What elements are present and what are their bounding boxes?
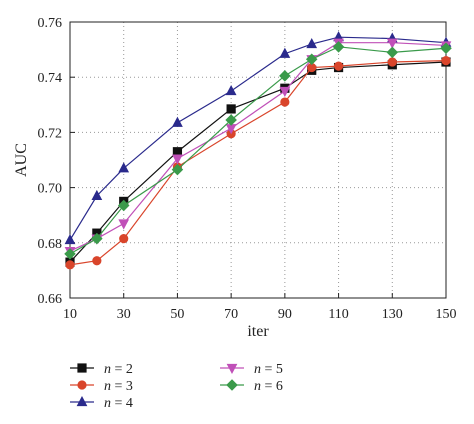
series-line <box>69 36 447 241</box>
legend-marker <box>77 380 87 390</box>
data-point <box>280 97 290 107</box>
data-point <box>172 154 183 165</box>
data-point <box>440 42 452 54</box>
data-point <box>171 163 184 176</box>
x-tick-label: 10 <box>63 307 77 322</box>
grid <box>70 22 446 298</box>
series-line <box>69 60 447 266</box>
series-lines <box>64 31 452 270</box>
series-line <box>69 42 447 252</box>
data-point <box>332 41 345 53</box>
plot-frame <box>69 21 447 299</box>
legend: n = 2 n = 3 n = 4 n = 5 n = 6 <box>70 362 283 411</box>
data-point <box>279 86 291 98</box>
data-point <box>117 199 130 212</box>
legend-label: n = 2 <box>104 362 133 377</box>
y-tick-label: 0.70 <box>38 182 63 197</box>
series-4 <box>64 38 452 258</box>
data-point <box>306 38 318 49</box>
y-axis-title: AUC <box>13 143 30 177</box>
data-point <box>225 114 237 126</box>
legend-entry: n = 4 <box>70 395 133 411</box>
x-tick-label: 70 <box>224 307 238 322</box>
data-point <box>118 162 130 173</box>
x-tick-label: 30 <box>117 307 131 322</box>
data-point <box>225 84 237 96</box>
legend-label: n = 4 <box>104 396 133 411</box>
data-point <box>386 38 398 49</box>
series-5 <box>64 41 452 260</box>
legend-entry: n = 3 <box>70 379 133 394</box>
data-point <box>279 70 291 82</box>
legend-entry: n = 6 <box>220 379 283 394</box>
data-point <box>172 116 183 127</box>
legend-label: n = 3 <box>104 379 133 394</box>
legend-entry: n = 2 <box>70 362 133 377</box>
data-point <box>386 46 399 59</box>
x-tick-label: 90 <box>278 307 292 322</box>
series-line <box>69 61 447 263</box>
data-point <box>387 57 397 67</box>
x-tick-label: 110 <box>328 307 348 322</box>
data-point <box>65 260 75 270</box>
data-point <box>64 248 76 260</box>
x-tick-label: 150 <box>436 307 457 322</box>
legend-label: n = 5 <box>254 362 283 377</box>
series-line <box>69 46 447 255</box>
data-point <box>118 219 130 230</box>
data-point <box>91 232 103 245</box>
legend-label: n = 6 <box>254 379 283 394</box>
y-tick-label: 0.68 <box>38 237 63 252</box>
legend-marker <box>226 379 238 391</box>
legend-marker <box>226 363 238 375</box>
x-tick-label: 50 <box>170 307 184 322</box>
data-point <box>119 234 129 244</box>
y-tick-label: 0.66 <box>38 292 63 307</box>
data-point <box>333 61 344 71</box>
axis-ticks: 10 30 50 70 90 110 130 150 0.66 0.68 0.70 0.72 0.74 0… <box>38 16 457 322</box>
y-tick-label: 0.74 <box>38 71 63 86</box>
data-point <box>91 189 103 200</box>
data-point <box>64 233 76 245</box>
data-point <box>305 53 318 66</box>
legend-marker <box>76 395 88 407</box>
data-point <box>92 256 102 266</box>
series-2 <box>65 56 451 270</box>
y-tick-label: 0.76 <box>38 16 63 31</box>
data-point <box>279 47 291 58</box>
x-axis-title: iter <box>247 323 269 340</box>
data-point <box>226 104 236 114</box>
x-tick-label: 130 <box>382 307 403 322</box>
legend-entry: n = 5 <box>220 362 283 377</box>
y-tick-label: 0.72 <box>38 126 63 141</box>
data-point <box>441 56 451 66</box>
legend-marker <box>77 363 87 373</box>
